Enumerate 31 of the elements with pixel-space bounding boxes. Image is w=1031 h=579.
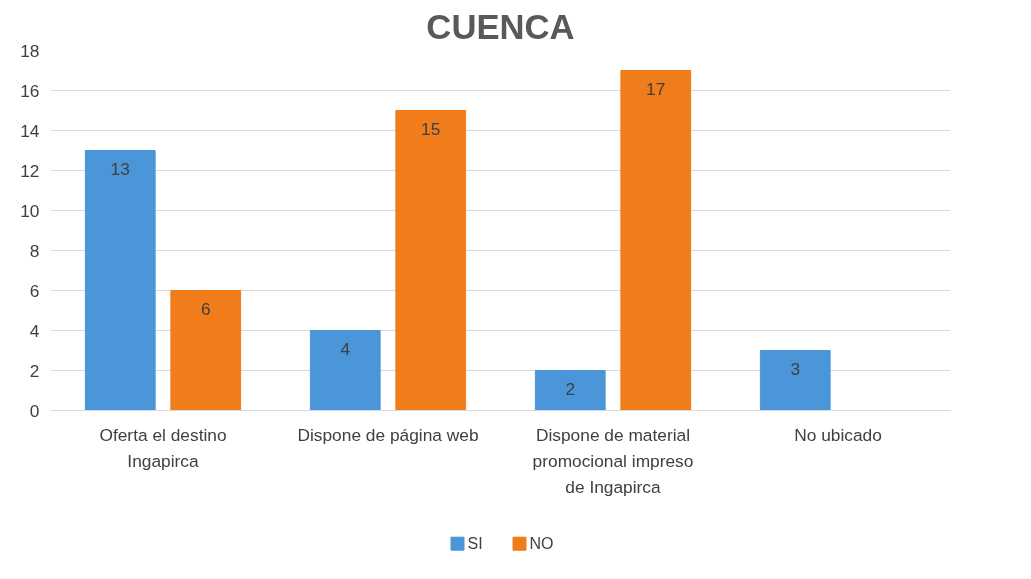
y-tick-label: 10 <box>20 200 40 221</box>
x-tick-label: Dispone de página web <box>297 424 479 445</box>
y-tick-label: 18 <box>20 40 40 61</box>
y-tick-label: 8 <box>29 240 40 261</box>
y-tick-label: 0 <box>29 400 40 421</box>
bar <box>170 290 242 411</box>
data-label: 17 <box>646 78 666 99</box>
bar <box>395 110 467 411</box>
data-label: 4 <box>340 338 351 359</box>
chart-title: CUENCA <box>426 7 575 46</box>
data-label: 15 <box>421 118 441 139</box>
x-tick-label: No ubicado <box>794 424 882 445</box>
bar <box>759 350 831 411</box>
data-label: 13 <box>110 158 130 179</box>
y-tick-label: 16 <box>20 80 40 101</box>
data-label: 3 <box>790 358 801 379</box>
legend-label: NO <box>529 535 554 553</box>
y-tick-label: 6 <box>29 280 40 301</box>
y-tick-label: 14 <box>20 120 40 141</box>
x-tick-label: Oferta el destino Ingapirca <box>99 424 227 471</box>
bar <box>309 330 381 411</box>
data-label: 6 <box>200 298 211 319</box>
y-tick-label: 2 <box>29 360 40 381</box>
y-tick-label: 4 <box>29 320 40 341</box>
legend-label: SI <box>467 535 483 553</box>
y-tick-label: 12 <box>20 160 40 181</box>
data-label: 2 <box>565 378 576 399</box>
bar <box>84 150 156 411</box>
bar <box>534 370 606 411</box>
bar <box>620 70 692 411</box>
x-tick-label: Dispone de material promocional impreso de Ingapirca <box>532 424 694 497</box>
